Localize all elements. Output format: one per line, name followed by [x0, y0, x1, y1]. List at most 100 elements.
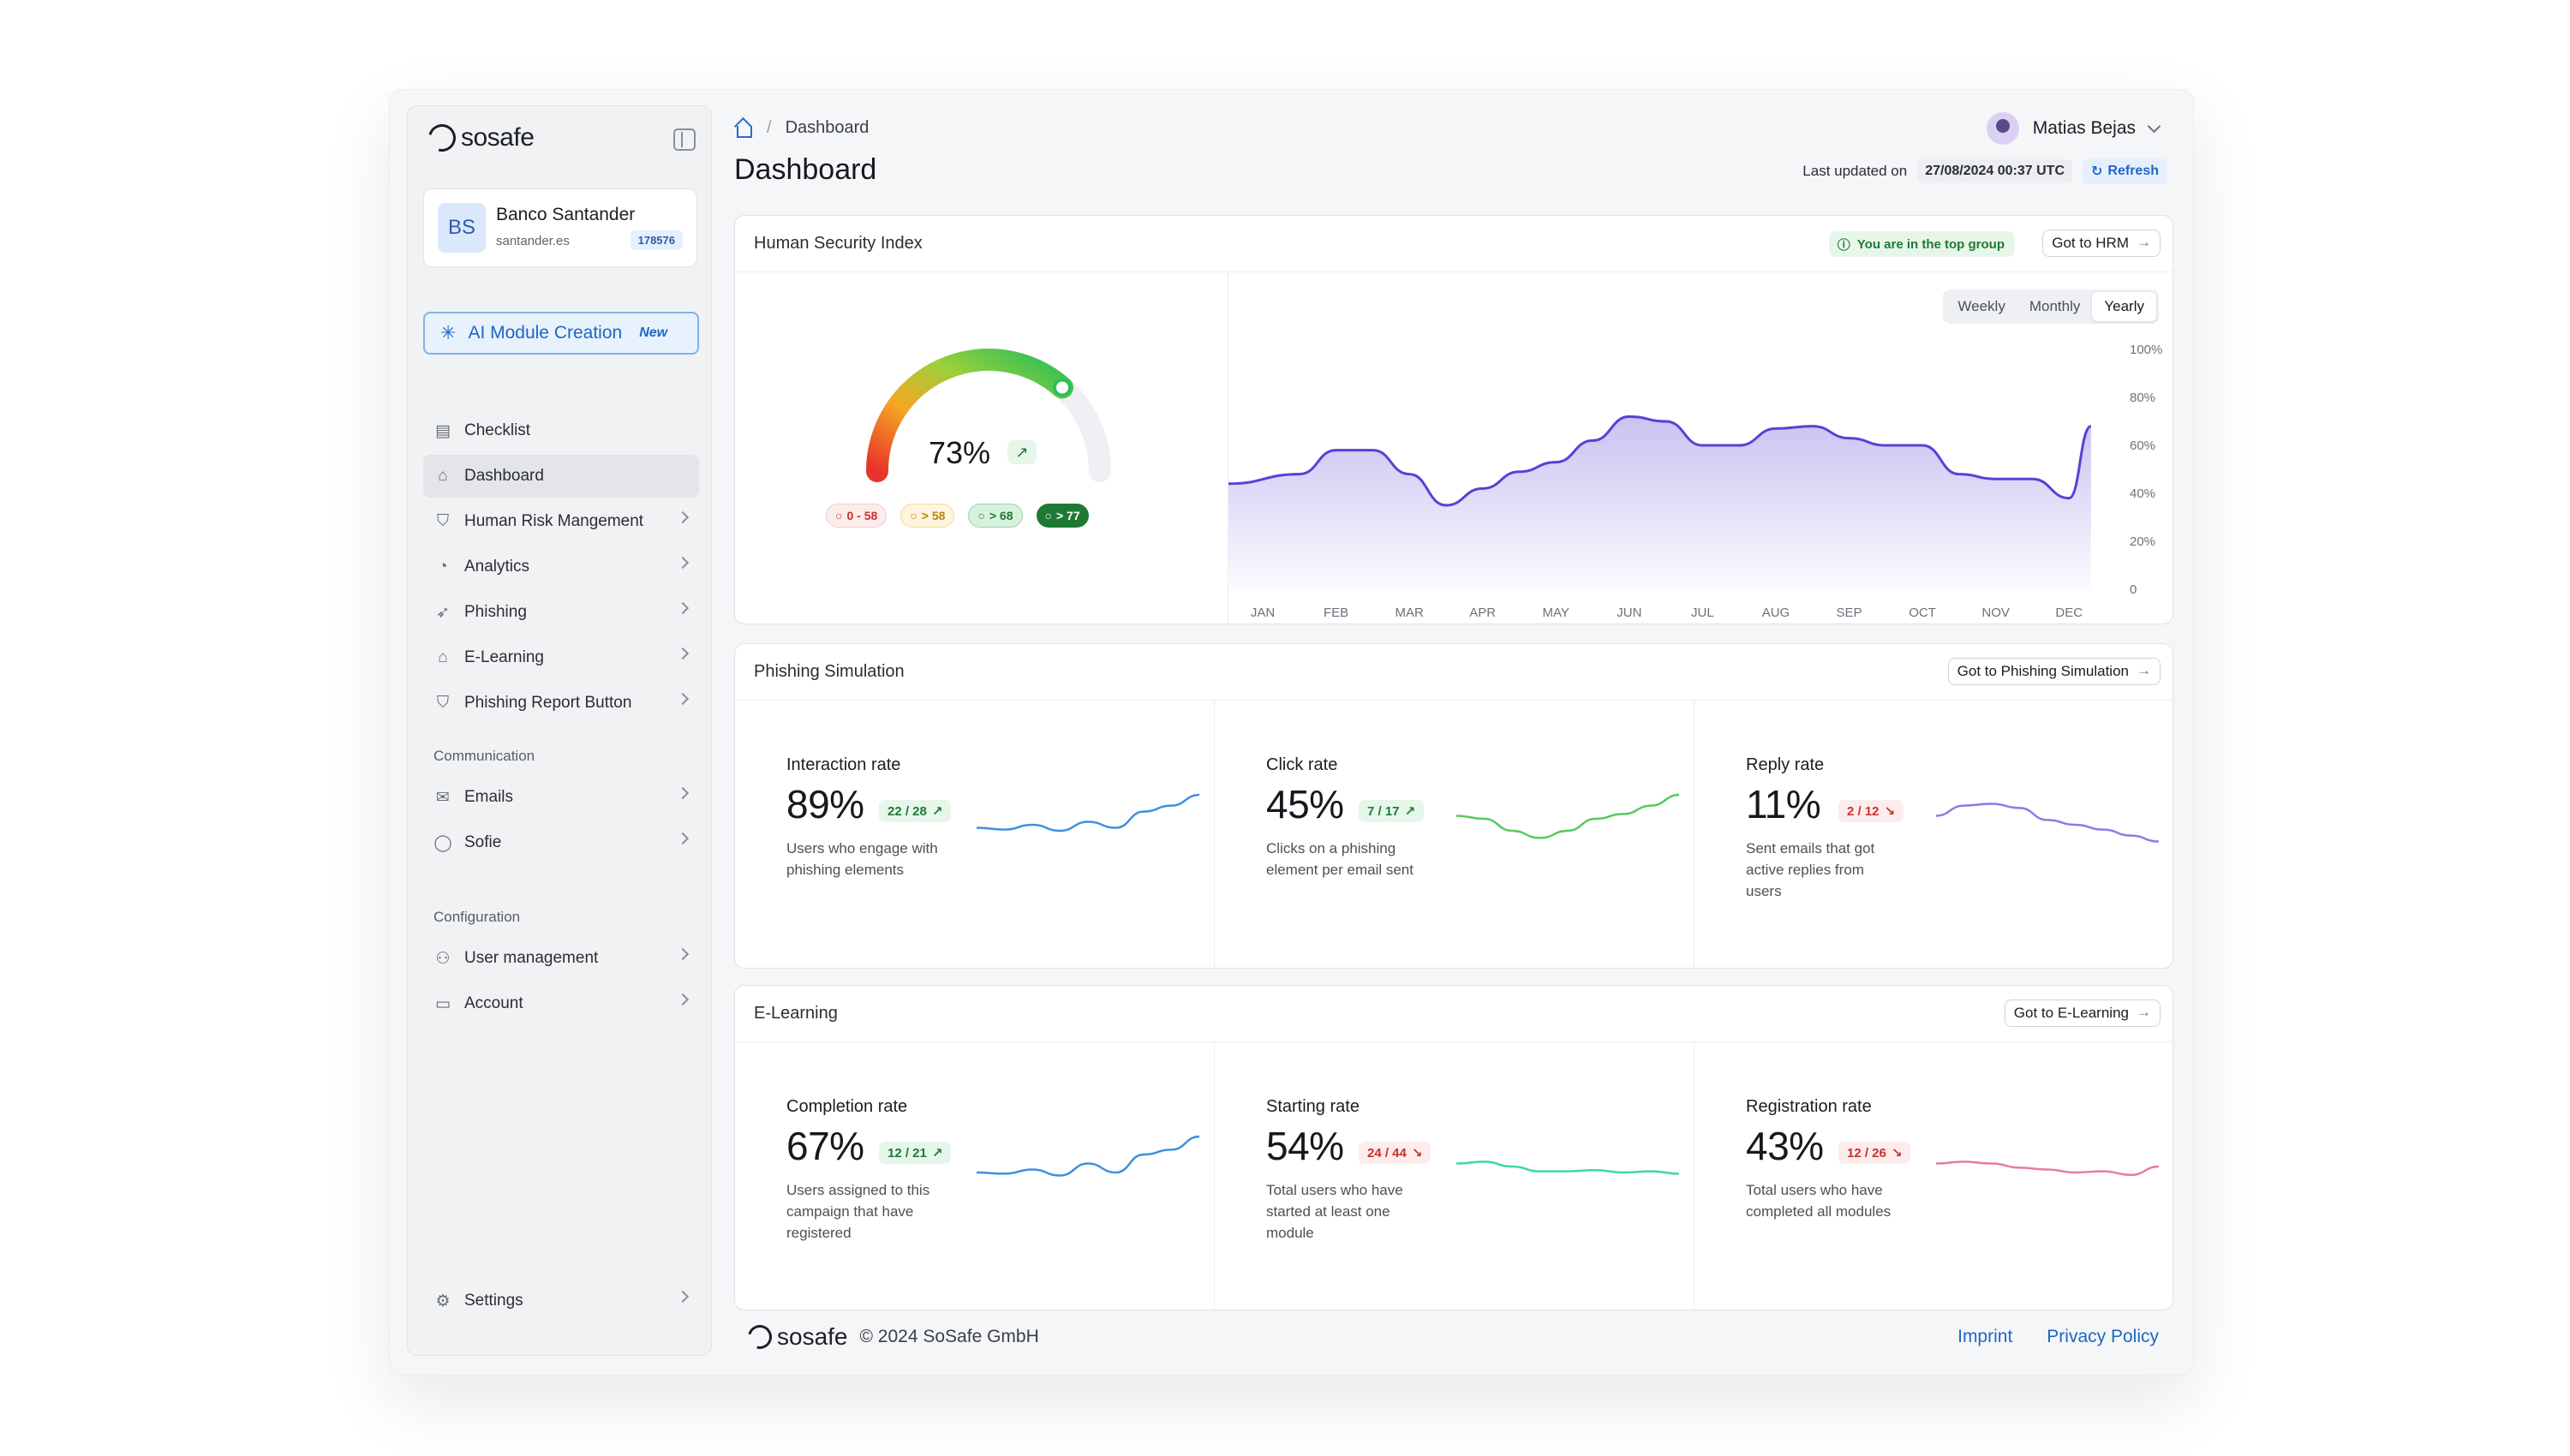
metric-value: 67%	[786, 1124, 864, 1168]
x-tick-label: MAR	[1395, 606, 1424, 620]
metric-card: Reply rate 11% 2 / 12 ↘ Sent emails that got…	[1694, 701, 2173, 968]
org-avatar: BS	[438, 203, 486, 253]
sparkline	[1936, 803, 2159, 843]
settings-nav: ⚙ Settings	[423, 1280, 699, 1325]
metric-card: Completion rate 67% 12 / 21 ↗ Users assigned…	[735, 1042, 1215, 1310]
privacy-link[interactable]: Privacy Policy	[2047, 1327, 2159, 1346]
circle-icon: ○	[1044, 509, 1052, 522]
last-updated: Last updated on 27/08/2024 00:37 UTC ↻ Re…	[1802, 158, 2167, 184]
hsi-gauge-panel: 73% ↗ ○ 0 - 58 ○ > 58 ○ > 68 ○ > 77	[735, 272, 1228, 624]
nav-item-human-risk[interactable]: ⛉ Human Risk Mangement	[423, 500, 699, 543]
avatar	[1986, 112, 2019, 145]
elearning-title: E-Learning	[754, 1004, 838, 1023]
footer: sosafe © 2024 SoSafe GmbH	[743, 1320, 1039, 1354]
sparkline	[977, 1135, 1199, 1177]
metric-badge: 7 / 17 ↗	[1359, 800, 1425, 822]
last-updated-timestamp: 27/08/2024 00:37 UTC	[1917, 159, 2073, 183]
nav-item-sofie[interactable]: ◯ Sofie	[423, 821, 699, 864]
chevron-right-icon	[676, 993, 690, 1006]
imprint-link[interactable]: Imprint	[1957, 1327, 2013, 1346]
nav-item-settings[interactable]: ⚙ Settings	[423, 1280, 699, 1322]
trend-down-icon: ↘	[1891, 1146, 1903, 1161]
nav-item-phishing[interactable]: ➶ Phishing	[423, 591, 699, 634]
sparkline	[1456, 793, 1679, 839]
sparkline-line	[1456, 793, 1679, 839]
last-updated-label: Last updated on	[1802, 163, 1908, 179]
top-group-badge: ⓘ You are in the top group	[1828, 231, 2015, 257]
sparkline	[1936, 1161, 2159, 1177]
area-fill	[1228, 416, 2091, 589]
range-label: > 58	[921, 509, 946, 522]
nav-item-elearning[interactable]: ⌂ E-Learning	[423, 636, 699, 679]
graduation-cap-icon: ⌂	[438, 648, 448, 666]
ai-module-creation-button[interactable]: ✳ AI Module Creation New	[423, 312, 699, 355]
go-to-hrm-button[interactable]: Got to HRM	[2042, 230, 2161, 257]
sparkline-line	[977, 793, 1199, 832]
nav-item-analytics[interactable]: ◔ Analytics	[423, 546, 699, 588]
period-yearly[interactable]: Yearly	[2092, 292, 2156, 321]
x-tick-label: JAN	[1251, 606, 1275, 620]
metric-badge-count: 12 / 26	[1847, 1145, 1886, 1161]
chevron-right-icon	[676, 832, 690, 845]
mail-icon: ✉	[436, 788, 450, 807]
metric-badge-count: 7 / 17	[1367, 803, 1400, 819]
period-monthly[interactable]: Monthly	[2029, 298, 2081, 314]
sparkle-icon: ✳	[440, 322, 457, 343]
sparkline-line	[977, 1135, 1199, 1177]
hsi-chart-panel: Weekly Monthly Yearly 100% 80% 60% 40% 20% 0 J…	[1228, 272, 2173, 624]
nav-item-phishing-report[interactable]: ⛉ Phishing Report Button	[423, 682, 699, 725]
refresh-button[interactable]: ↻ Refresh	[2083, 158, 2167, 184]
nav-label: Account	[464, 994, 523, 1012]
nav-label: Analytics	[464, 558, 530, 576]
nav-item-user-management[interactable]: ⚇ User management	[423, 937, 699, 980]
chevron-right-icon	[676, 947, 690, 961]
x-tick-label: AUG	[1762, 606, 1790, 620]
x-tick-label: NOV	[1981, 606, 2010, 620]
info-icon: ⓘ	[1837, 237, 1850, 253]
breadcrumb: / Dashboard	[734, 118, 869, 138]
metric-title: Interaction rate	[786, 755, 901, 774]
chevron-right-icon	[676, 786, 690, 800]
range-label: > 77	[1055, 509, 1080, 522]
nav-item-emails[interactable]: ✉ Emails	[423, 776, 699, 819]
x-tick-label: JUL	[1691, 606, 1714, 620]
configuration-nav: Configuration ⚇ User management ▭ Account	[423, 904, 699, 1028]
nav-item-dashboard[interactable]: ⌂ Dashboard	[423, 455, 699, 498]
nav-item-checklist[interactable]: ▤ Checklist	[423, 409, 699, 452]
nav-label: Phishing	[464, 603, 527, 621]
phishing-card: Phishing Simulation Got to Phishing Simu…	[734, 643, 2173, 969]
nav-label: Checklist	[464, 421, 531, 439]
new-badge: New	[639, 325, 668, 340]
metric-value: 89%	[786, 782, 864, 826]
collapse-sidebar-icon[interactable]	[673, 128, 696, 151]
metric-card: Click rate 45% 7 / 17 ↗ Clicks on a phishing…	[1215, 701, 1694, 968]
sosafe-logo-icon	[423, 119, 461, 157]
hsi-area-chart: 100% 80% 60% 40% 20% 0 JAN FEB MAR APR MAY JUN JUL AU…	[1228, 343, 2162, 620]
nav-label: Emails	[464, 788, 514, 806]
metric-value: 45%	[1266, 782, 1344, 826]
metric-card: Registration rate 43% 12 / 26 ↘ Total users …	[1694, 1042, 2173, 1310]
metric-title: Reply rate	[1746, 755, 1825, 774]
go-to-phishing-button[interactable]: Got to Phishing Simulation	[1947, 658, 2161, 685]
range-label: 0 - 58	[846, 509, 878, 522]
metric-description: Sent emails that got active replies from…	[1746, 840, 1875, 899]
org-switcher[interactable]: BS Banco Santander santander.es 178576	[423, 188, 697, 267]
user-menu[interactable]: Matias Bejas	[1986, 112, 2161, 145]
nav-item-account[interactable]: ▭ Account	[423, 982, 699, 1025]
range-chip-low: ○ 0 - 58	[826, 504, 888, 528]
top-group-label: You are in the top group	[1856, 236, 2005, 252]
shield-icon: ⛉	[436, 512, 450, 530]
go-to-elearning-button[interactable]: Got to E-Learning	[2004, 1000, 2161, 1027]
pie-chart-icon: ◔	[438, 558, 448, 576]
period-weekly[interactable]: Weekly	[1957, 298, 2005, 314]
brand-logo[interactable]: sosafe	[423, 119, 535, 157]
metric-badge: 24 / 44 ↘	[1359, 1142, 1431, 1164]
chevron-right-icon	[676, 692, 690, 706]
chevron-right-icon	[676, 1290, 690, 1304]
chevron-right-icon	[676, 601, 690, 615]
gauge-ranges: ○ 0 - 58 ○ > 58 ○ > 68 ○ > 77	[826, 504, 1089, 528]
range-chip-good: ○ > 68	[968, 504, 1023, 528]
nav-label: Sofie	[464, 833, 502, 851]
home-icon[interactable]	[734, 119, 753, 138]
nav-label: User management	[464, 949, 599, 967]
